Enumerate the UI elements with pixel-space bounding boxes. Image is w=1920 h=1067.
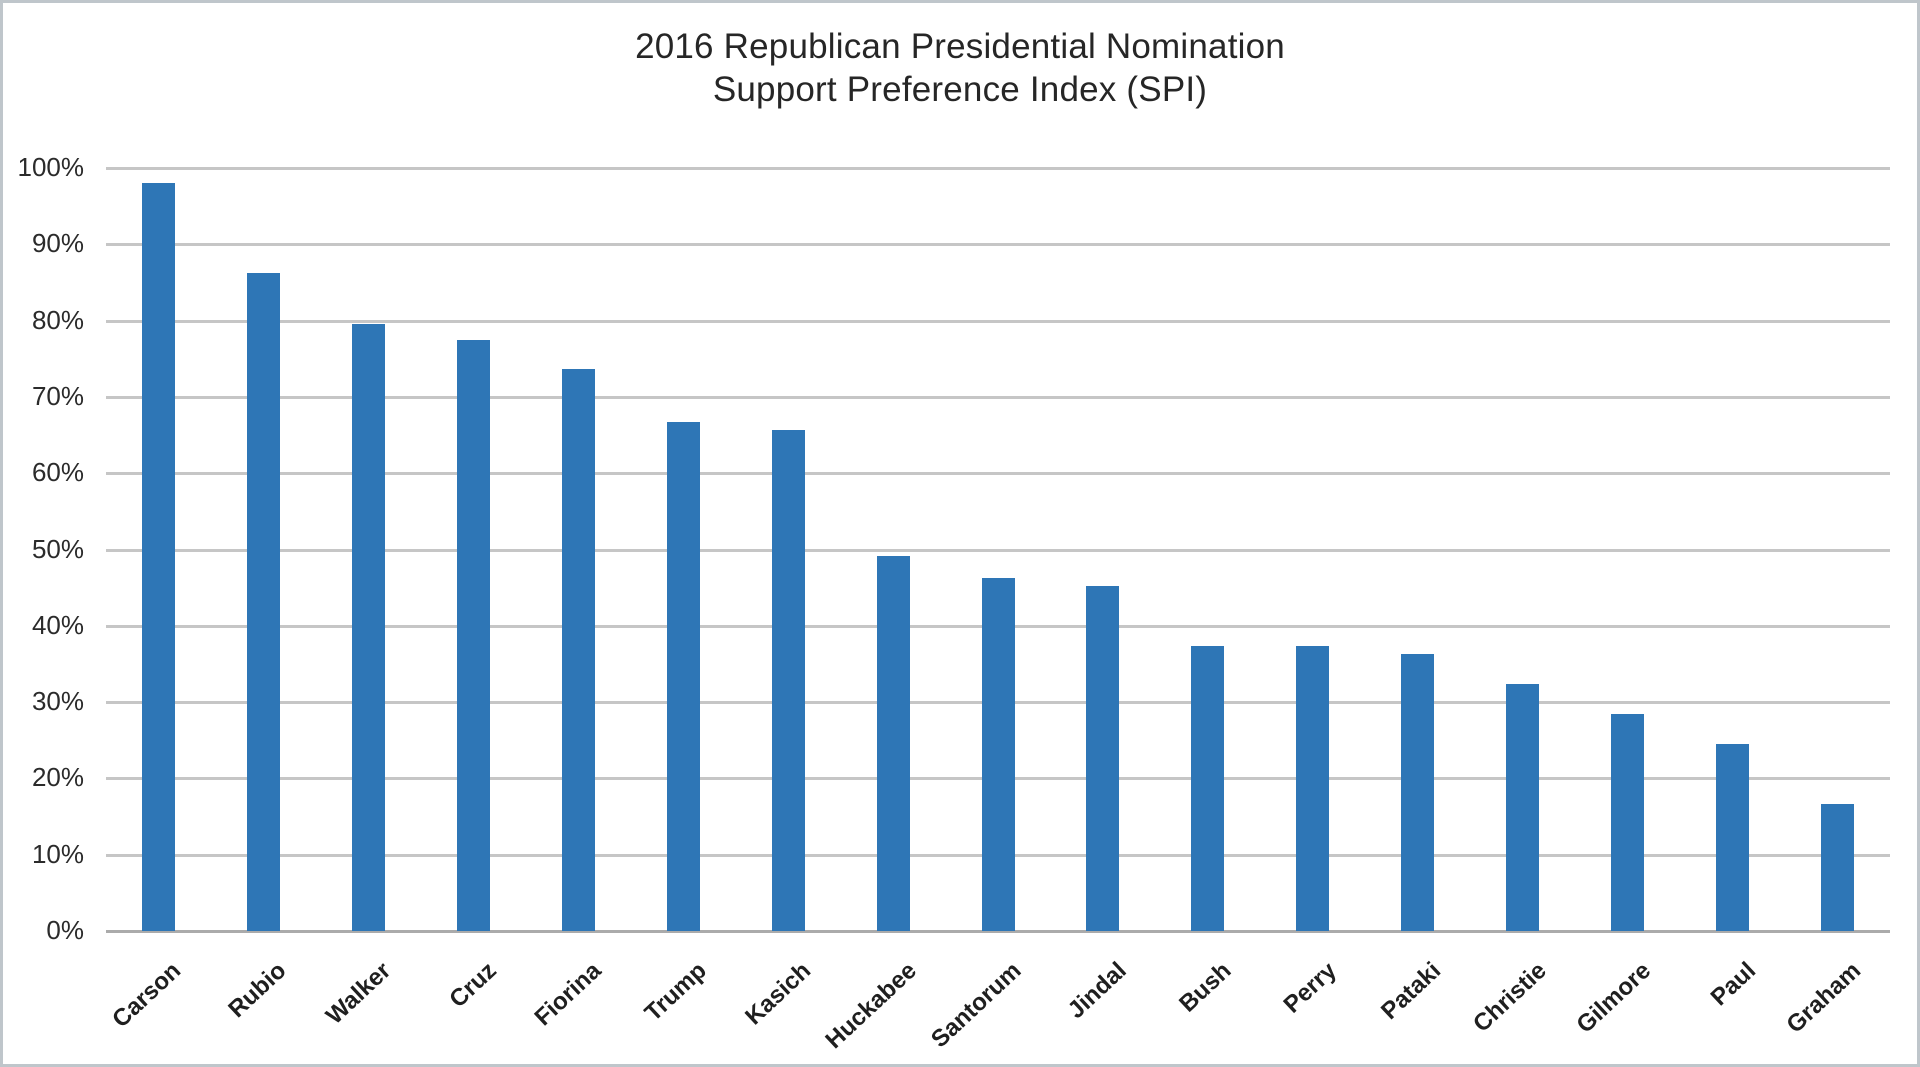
bar-rubio [247,273,280,931]
gridline-90pct [106,243,1890,246]
y-tick-90pct: 90% [31,228,84,258]
y-tick-50pct: 50% [31,534,84,564]
x-label-text: Graham [1781,957,1867,1039]
bar-fiorina [562,369,595,931]
bar-huckabee [877,556,910,931]
x-label-graham: Graham [1658,957,1867,1039]
bar-santorum [982,578,1015,931]
gridline-50pct [106,549,1890,552]
gridline-100pct [106,167,1890,170]
bar-christie [1506,684,1539,931]
bar-trump [667,422,700,931]
bar-graham [1821,804,1854,931]
y-tick-100pct: 100% [17,152,85,182]
chart-title-line2: Support Preference Index (SPI) [712,70,1208,109]
chart-title: 2016 Republican Presidential Nomination … [3,25,1917,111]
gridline-60pct [106,472,1890,475]
gridline-70pct [106,396,1890,399]
y-tick-40pct: 40% [31,610,84,640]
bar-pataki [1401,654,1434,931]
bar-jindal [1086,586,1119,931]
bar-bush [1191,646,1224,931]
y-tick-30pct: 30% [31,686,84,716]
y-tick-80pct: 80% [31,305,84,335]
chart-title-line1: 2016 Republican Presidential Nomination [635,27,1285,66]
gridline-80pct [106,320,1890,323]
bar-paul [1716,744,1749,931]
y-tick-0pct: 0% [46,915,84,945]
y-tick-60pct: 60% [31,457,84,487]
bar-cruz [457,340,490,931]
bar-kasich [772,430,805,931]
y-tick-20pct: 20% [31,762,84,792]
bar-walker [352,324,385,931]
bar-gilmore [1611,714,1644,931]
y-tick-10pct: 10% [31,839,84,869]
gridline-0pct [106,930,1890,933]
plot-area [106,167,1890,933]
bar-perry [1296,646,1329,931]
y-tick-70pct: 70% [31,381,84,411]
bar-carson [142,183,175,931]
